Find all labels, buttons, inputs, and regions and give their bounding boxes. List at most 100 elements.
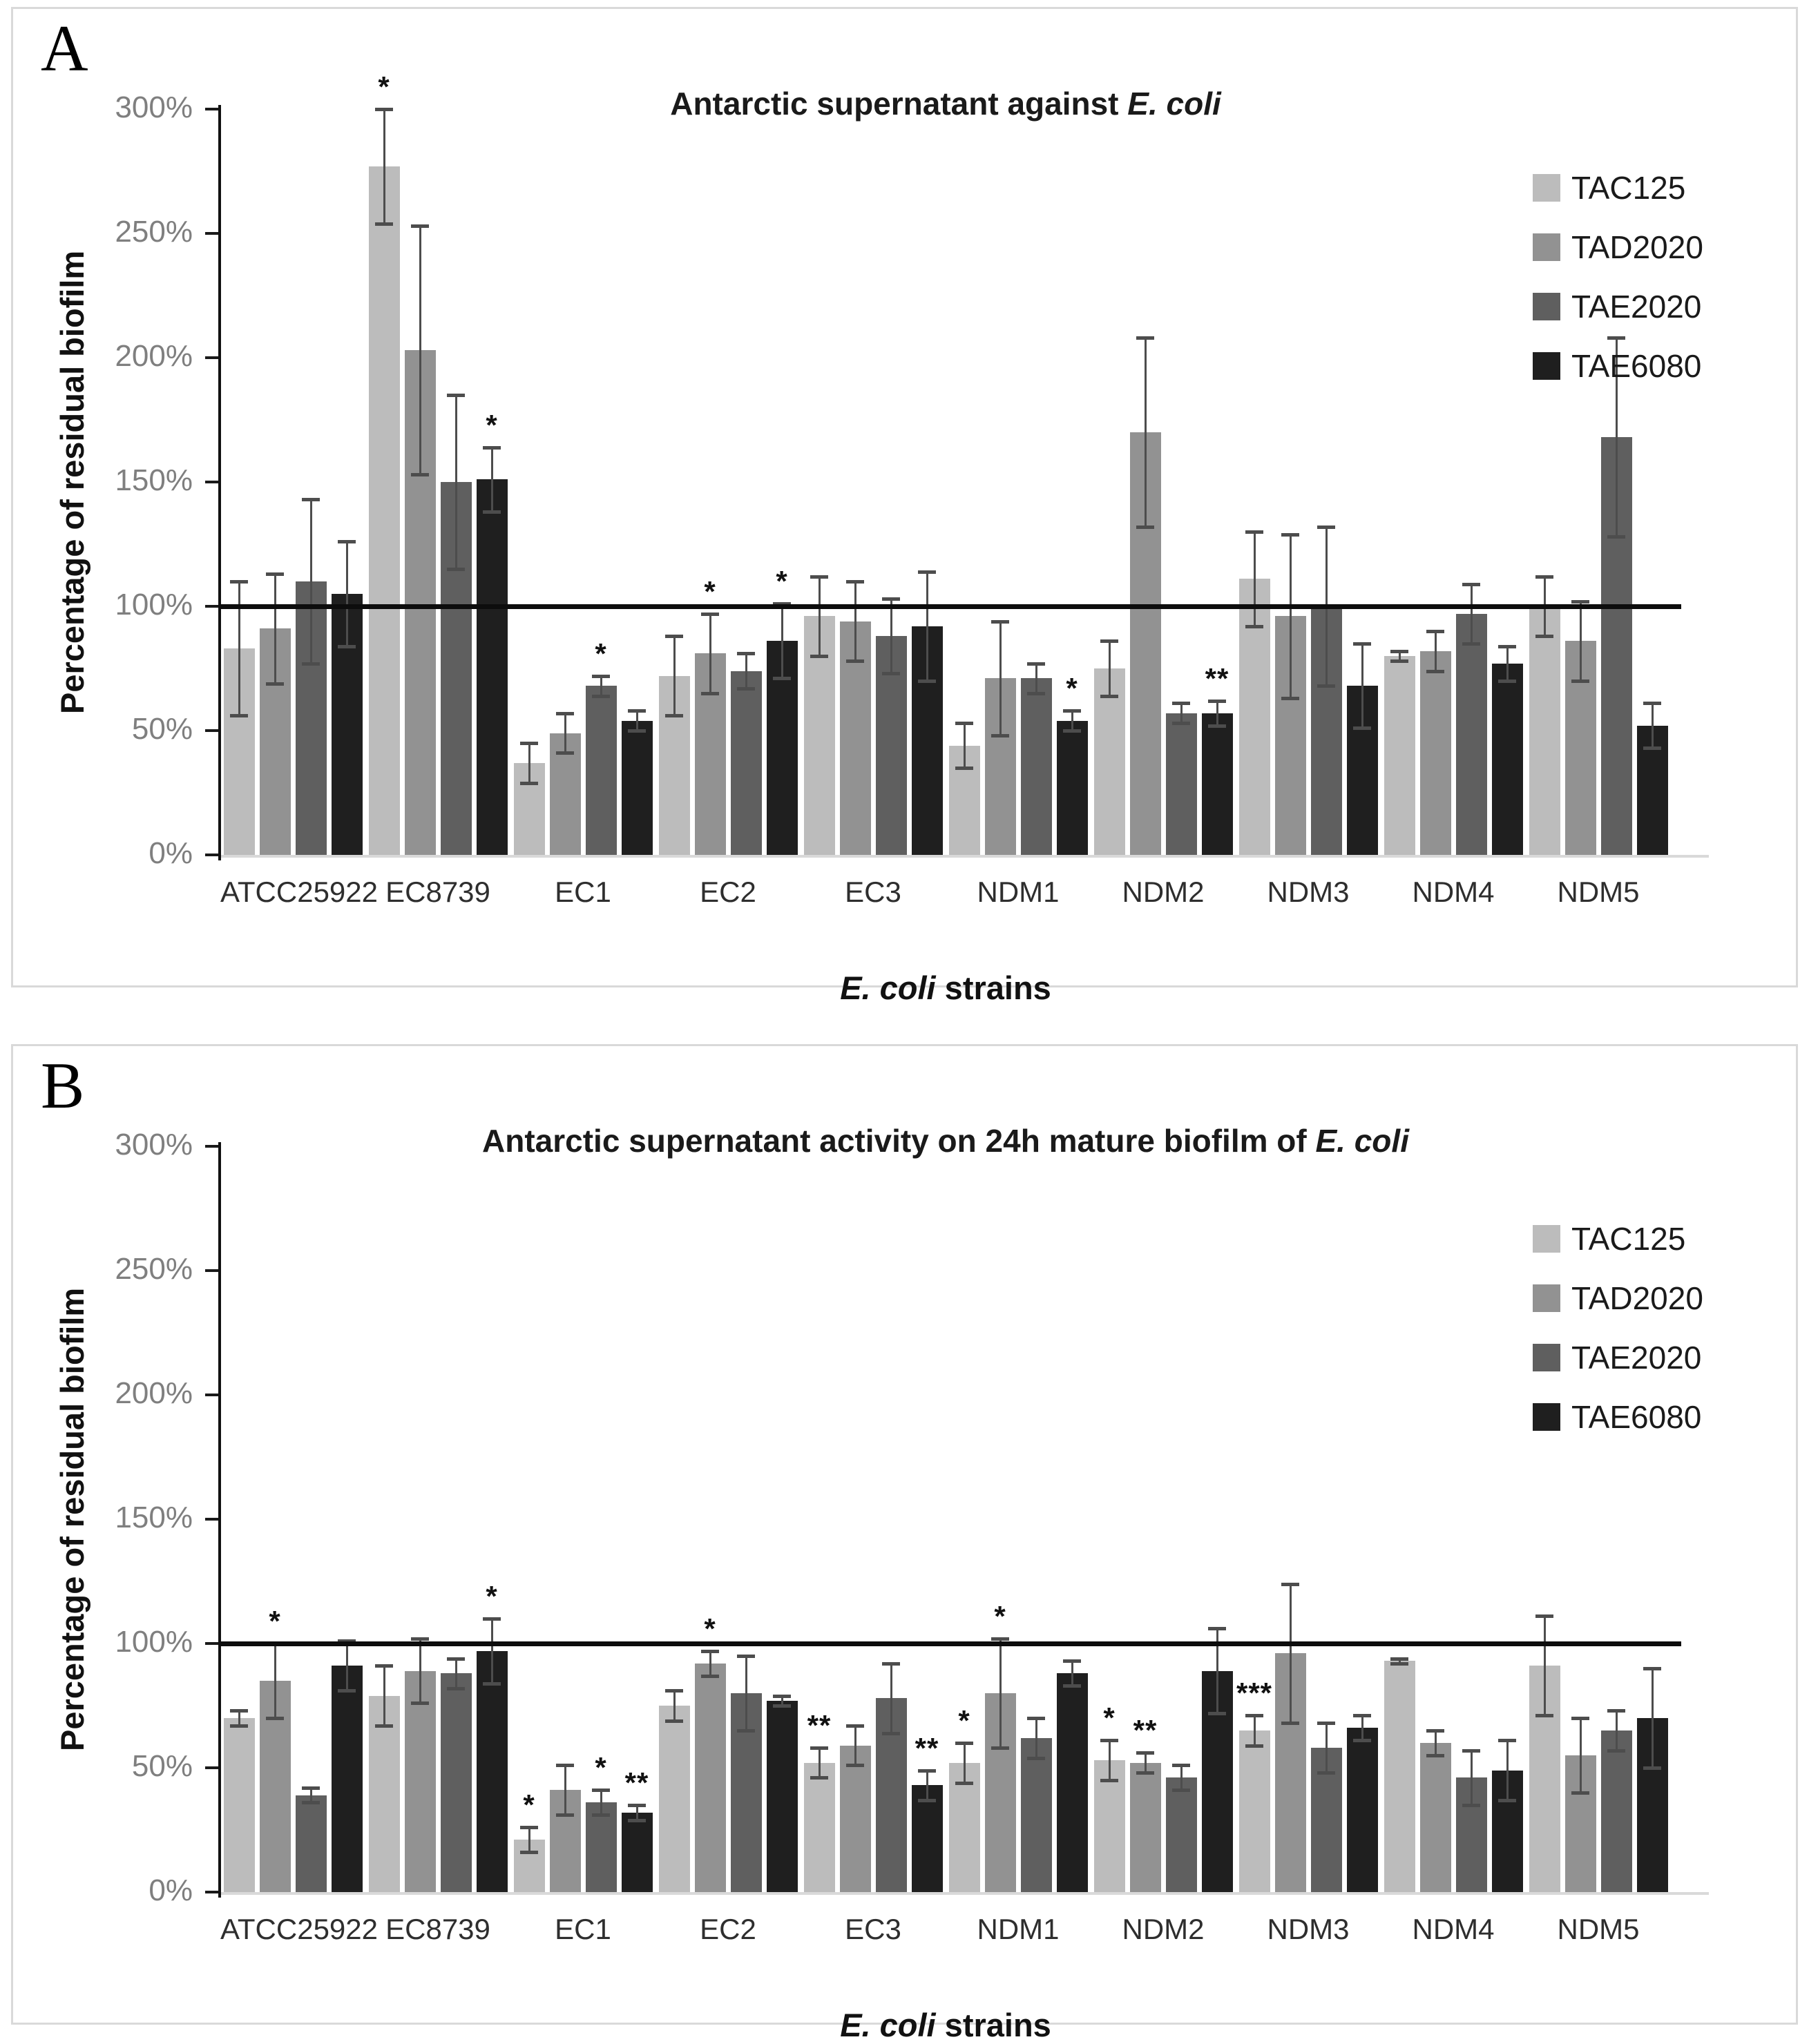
error-bar-cap-bottom: [302, 1801, 320, 1805]
y-tick-mark: [205, 1269, 220, 1272]
x-tick-label: EC1: [555, 1913, 611, 1945]
x-tick-label: ATCC25922: [220, 1913, 379, 1945]
bar: [1129, 1762, 1161, 1892]
error-bar-cap-top: [737, 1655, 755, 1658]
error-bar: [419, 226, 421, 475]
error-bar-cap-top: [1498, 1739, 1516, 1743]
error-bar-cap-bottom: [810, 1776, 828, 1780]
bar: [1384, 656, 1415, 855]
legend: TAC125 TAD2020 TAE2020 TAE6080: [1533, 1220, 1781, 1483]
error-bar: [781, 604, 783, 679]
error-bar: [1253, 532, 1256, 626]
bar: [1165, 713, 1197, 855]
error-bar-cap-bottom: [701, 692, 719, 695]
significance-stars: **: [807, 1709, 832, 1742]
y-tick-mark: [205, 605, 220, 608]
error-bar-cap-bottom: [266, 1717, 284, 1720]
y-tick-label: 50%: [131, 712, 193, 746]
x-tick-label: EC3: [845, 876, 901, 908]
legend-item: TAD2020: [1533, 1280, 1703, 1317]
x-tick-label: NDM1: [977, 876, 1060, 908]
y-tick-mark: [205, 232, 220, 235]
chart-title-italic: E. coli: [1315, 1123, 1409, 1159]
x-axis-baseline: [220, 855, 1709, 858]
error-bar-cap-top: [1208, 699, 1226, 703]
error-bar-cap-bottom: [1426, 1754, 1444, 1757]
error-bar-cap-top: [955, 722, 973, 726]
error-bar-cap-bottom: [991, 734, 1009, 738]
bar: [1056, 720, 1088, 855]
error-bar: [309, 499, 312, 664]
error-bar: [1216, 1628, 1218, 1713]
error-bar-cap-top: [1643, 1667, 1661, 1670]
y-tick-label: 0%: [149, 1873, 193, 1907]
error-bar: [963, 1743, 966, 1783]
error-bar: [673, 636, 676, 716]
error-bar-cap-top: [411, 1637, 429, 1641]
error-bar-cap-bottom: [1100, 1779, 1118, 1782]
x-tick-label: EC2: [700, 1913, 756, 1945]
error-bar-cap-bottom: [1245, 624, 1263, 628]
error-bar: [709, 1650, 711, 1676]
x-tick-label: NDM3: [1267, 1913, 1350, 1945]
reference-line-100: [220, 1641, 1681, 1646]
error-bar-cap-bottom: [1317, 1771, 1335, 1775]
bar: [1093, 668, 1125, 855]
y-tick-label: 250%: [115, 1252, 193, 1286]
chart-title-italic: E. coli: [1127, 86, 1221, 122]
error-bar-cap-bottom: [955, 767, 973, 770]
error-bar: [818, 576, 821, 656]
error-bar-cap-bottom: [520, 781, 538, 785]
error-bar: [854, 1725, 856, 1766]
panel-a: A Antarctic supernatant against E. coli 0…: [11, 7, 1798, 1006]
error-bar-cap-bottom: [991, 1746, 1009, 1751]
bar: [1056, 1673, 1088, 1892]
legend-item: TAC125: [1533, 1220, 1685, 1257]
error-bar-cap-top: [628, 1804, 646, 1807]
error-bar-cap-top: [1281, 1582, 1299, 1586]
error-bar-cap-top: [1245, 1714, 1263, 1718]
significance-stars: **: [1133, 1714, 1158, 1747]
error-bar-cap-top: [810, 575, 828, 579]
error-bar-cap-top: [1462, 1748, 1480, 1753]
error-bar-cap-top: [1571, 599, 1589, 604]
error-bar-cap-top: [991, 1637, 1009, 1641]
x-tick-label: EC1: [555, 876, 611, 908]
bar: [1419, 1743, 1451, 1892]
bar: [1020, 1737, 1052, 1892]
legend-swatch: [1533, 293, 1560, 320]
bar: [1238, 1730, 1270, 1892]
error-bar-cap-top: [483, 1617, 501, 1621]
error-bar-cap-top: [701, 612, 719, 616]
error-bar-cap-top: [665, 1689, 683, 1693]
x-tick-label: NDM4: [1412, 1913, 1495, 1945]
error-bar: [528, 743, 530, 783]
x-tick-label: EC3: [845, 1913, 901, 1945]
error-bar-cap-top: [1136, 1751, 1154, 1755]
legend-swatch: [1533, 1225, 1560, 1253]
legend: TAC125 TAD2020 TAE2020 TAE6080: [1533, 169, 1781, 432]
bar: [1529, 606, 1560, 855]
y-tick-label: 150%: [115, 463, 193, 497]
legend-item: TAE2020: [1533, 1339, 1701, 1376]
bar: [911, 1785, 943, 1892]
legend-item: TAD2020: [1533, 229, 1703, 266]
legend-item: TAC125: [1533, 169, 1685, 206]
significance-stars: *: [486, 408, 498, 441]
error-bar-cap-top: [955, 1742, 973, 1745]
reference-line-100: [220, 604, 1681, 609]
error-bar-cap-top: [628, 709, 646, 713]
significance-stars: **: [915, 1731, 939, 1764]
error-bar: [1071, 711, 1073, 731]
error-bar-cap-top: [1317, 1722, 1335, 1726]
bar: [1491, 663, 1523, 855]
error-bar: [238, 1710, 240, 1726]
error-bar-cap-bottom: [1063, 729, 1081, 733]
error-bar: [818, 1748, 821, 1778]
error-bar: [383, 1666, 385, 1726]
error-bar-cap-bottom: [846, 1764, 864, 1768]
x-tick-label: NDM2: [1122, 876, 1205, 908]
error-bar: [1434, 631, 1437, 671]
x-tick-label: EC8739: [385, 1913, 490, 1945]
error-bar-cap-bottom: [375, 222, 393, 226]
